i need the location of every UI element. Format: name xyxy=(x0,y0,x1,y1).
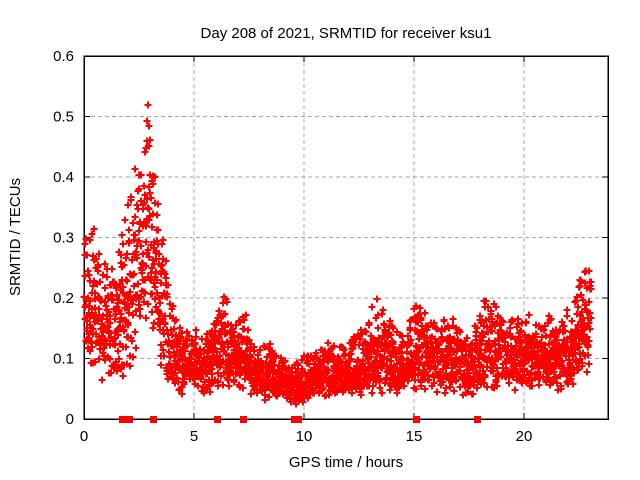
y-tick-label: 0.1 xyxy=(53,351,74,368)
y-tick-label: 0.3 xyxy=(53,230,74,247)
scatter-points xyxy=(80,101,595,408)
event-marker-square xyxy=(291,416,298,423)
x-tick-label: 5 xyxy=(190,428,198,445)
event-marker-square xyxy=(126,416,133,423)
event-marker-square xyxy=(214,416,221,423)
event-marker-square xyxy=(119,416,126,423)
y-tick-label: 0.6 xyxy=(53,48,74,65)
event-marker-square xyxy=(150,416,157,423)
event-marker-square xyxy=(240,416,247,423)
event-marker-square xyxy=(295,416,302,423)
tick-labels: 0 5 10 15 20 0 0.1 0.2 0.3 0.4 0.5 0.6 xyxy=(53,48,532,445)
y-tick-label: 0.4 xyxy=(53,169,74,186)
y-tick-label: 0.2 xyxy=(53,290,74,307)
x-tick-label: 20 xyxy=(516,428,533,445)
x-tick-label: 0 xyxy=(80,428,88,445)
y-tick-label: 0 xyxy=(66,411,74,428)
event-marker-square xyxy=(413,416,420,423)
chart-title: Day 208 of 2021, SRMTID for receiver ksu… xyxy=(201,25,492,42)
y-tick-label: 0.5 xyxy=(53,109,74,126)
event-marker-square xyxy=(474,416,481,423)
baseline-event-markers xyxy=(119,416,481,423)
x-tick-label: 10 xyxy=(296,428,313,445)
scatter-plus-markers xyxy=(80,101,595,408)
y-axis-label: SRMTID / TECUs xyxy=(7,178,24,296)
x-tick-label: 15 xyxy=(406,428,423,445)
x-axis-label: GPS time / hours xyxy=(289,454,403,471)
